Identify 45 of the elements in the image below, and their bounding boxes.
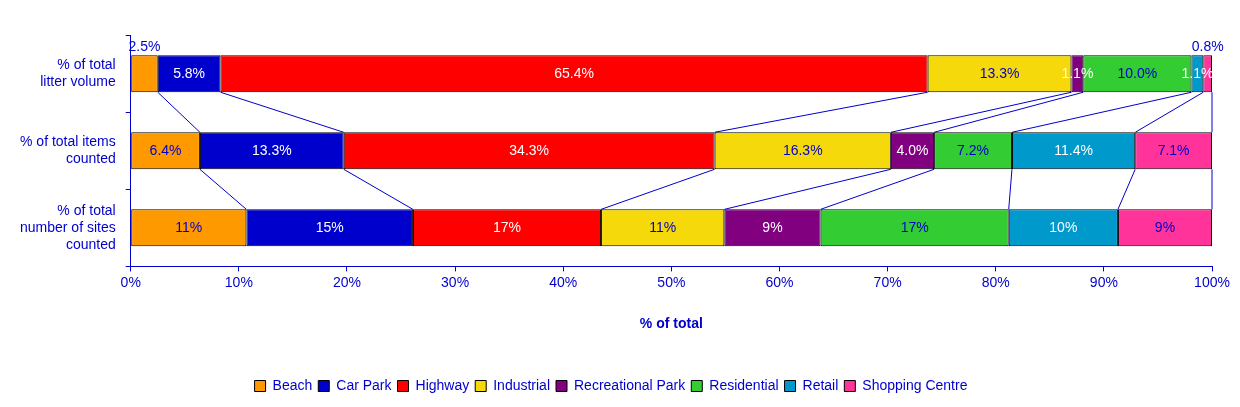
legend-label: Recreational Park <box>574 376 687 393</box>
x-tick-label: 10% <box>224 273 253 290</box>
data-label: 0.8% <box>1191 38 1224 55</box>
x-tick-label: 30% <box>441 273 470 290</box>
x-tick-label: 70% <box>873 273 902 290</box>
data-label: 15% <box>315 218 344 235</box>
data-label: 5.8% <box>173 64 206 81</box>
y-tick-label: % of total number of sites counted <box>19 201 116 252</box>
data-label: 4.0% <box>896 141 929 158</box>
x-tick-label: 0% <box>120 273 141 290</box>
x-tick-label: 20% <box>332 273 361 290</box>
data-label: 11% <box>175 218 203 235</box>
data-label: 17% <box>900 218 929 235</box>
x-tick-label: 40% <box>549 273 578 290</box>
data-label: 1.1% <box>1061 64 1094 81</box>
data-label: 34.3% <box>509 141 550 158</box>
data-label: 6.4% <box>149 141 182 158</box>
data-label: 10% <box>1049 218 1078 235</box>
data-label: 7.1% <box>1157 141 1190 158</box>
data-label: 65.4% <box>554 64 594 81</box>
x-tick-label: 100% <box>1194 273 1230 290</box>
data-label: 9% <box>762 218 783 235</box>
legend-label: Beach <box>272 376 313 393</box>
data-label: 17% <box>492 218 522 235</box>
data-label: 13.3% <box>251 141 292 158</box>
legend-label: Retail <box>802 376 839 393</box>
data-label: 11.4% <box>1054 141 1093 158</box>
data-label: 16.3% <box>782 141 823 158</box>
x-axis-title: % of total <box>639 315 703 332</box>
legend-label: Industrial <box>493 376 551 393</box>
legend-label: Car Park <box>336 376 393 393</box>
data-label: 13.3% <box>979 64 1020 81</box>
data-label: 7.2% <box>957 141 989 158</box>
data-label: 11% <box>649 218 677 235</box>
legend-label: Highway <box>415 376 470 393</box>
x-tick-label: 90% <box>1089 273 1118 290</box>
data-label: 10.0% <box>1117 64 1158 81</box>
data-label: 9% <box>1154 218 1176 235</box>
legend-label: Shopping Centre <box>862 376 968 393</box>
x-tick-label: 80% <box>981 273 1010 290</box>
y-tick-label: % of total items counted <box>20 133 116 167</box>
y-tick-label: % of total litter volume <box>40 56 116 89</box>
legend-label: Residential <box>709 376 779 393</box>
x-tick-label: 60% <box>765 273 794 290</box>
x-tick-label: 50% <box>657 273 686 290</box>
